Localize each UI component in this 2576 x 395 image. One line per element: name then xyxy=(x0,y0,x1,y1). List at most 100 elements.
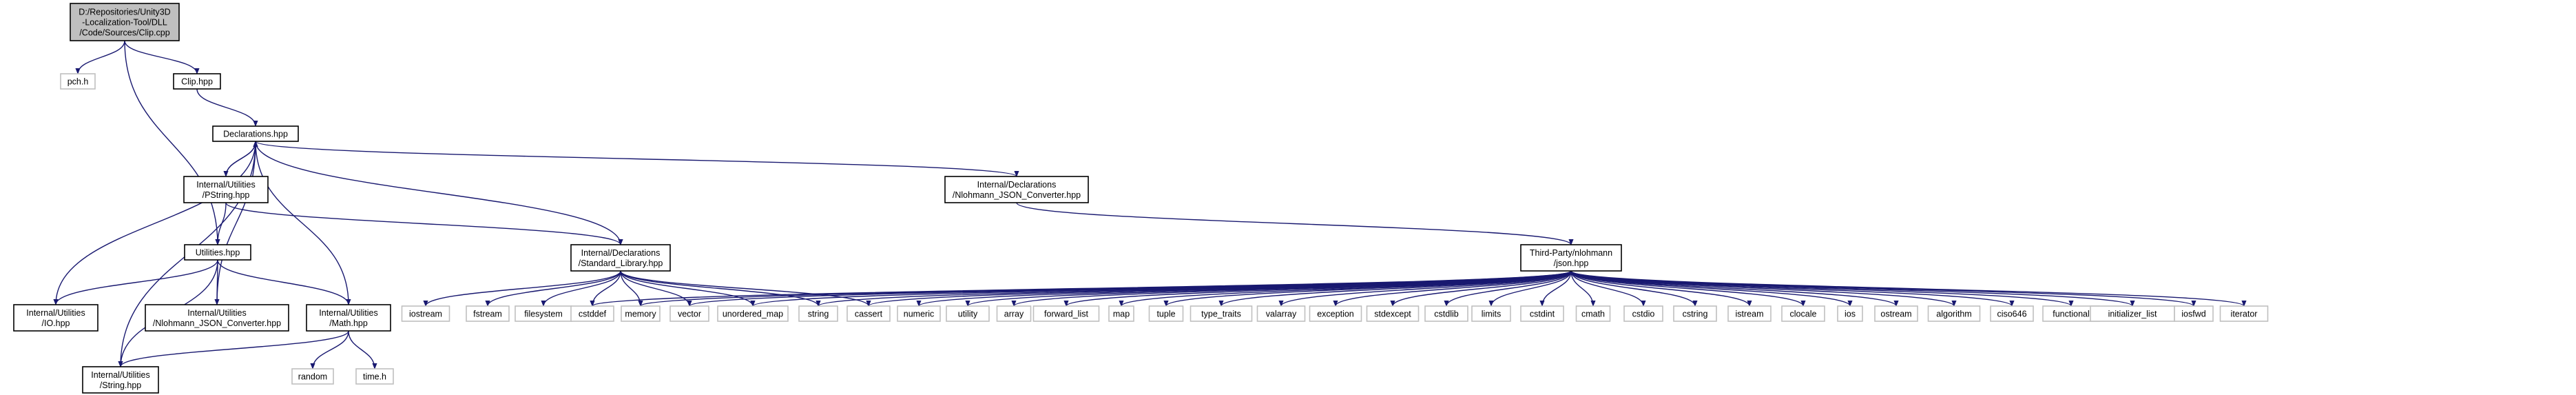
node-utilities-hpp[interactable]: Utilities.hpp xyxy=(184,244,251,261)
node-box xyxy=(621,305,661,322)
node-algorithm: algorithm xyxy=(1927,305,1981,322)
node-label: cstdint xyxy=(1530,310,1555,319)
edge-json-hpp-to-cassert xyxy=(866,270,1572,307)
edge-standard-library-hpp-to-fstream xyxy=(485,270,621,307)
node-nlohmann-converter-decl[interactable]: Internal/Declarations/Nlohmann_JSON_Conv… xyxy=(944,176,1089,203)
node-cmath: cmath xyxy=(1575,305,1611,322)
node-box xyxy=(1781,305,1825,322)
node-box xyxy=(306,304,391,332)
node-label: /IO.hpp xyxy=(42,318,70,328)
node-box xyxy=(466,305,510,322)
node-box xyxy=(70,3,180,41)
edge-standard-library-hpp-to-string xyxy=(620,270,821,307)
node-cstdio: cstdio xyxy=(1623,305,1663,322)
node-initializer-list: initializer_list xyxy=(2090,305,2175,322)
node-label: Internal/Declarations xyxy=(581,248,661,258)
edge-json-hpp-to-vector xyxy=(687,270,1572,307)
node-label: algorithm xyxy=(1936,310,1971,319)
node-clip-cpp[interactable]: D:/Repositories/Unity3D-Localization-Too… xyxy=(70,3,180,41)
edge-standard-library-hpp-to-iostream xyxy=(423,270,621,307)
node-array: array xyxy=(996,305,1032,322)
node-valarray: valarray xyxy=(1256,305,1306,322)
edge-json-hpp-to-ios xyxy=(1570,270,1853,307)
node-stdexcept: stdexcept xyxy=(1366,305,1420,322)
node-label: random xyxy=(298,372,327,382)
node-label: unordered_map xyxy=(723,310,783,319)
node-exception: exception xyxy=(1309,305,1362,322)
node-box xyxy=(1309,305,1362,322)
node-box xyxy=(1032,305,1100,322)
node-utility: utility xyxy=(946,305,990,322)
edge-json-hpp-to-valarray xyxy=(1278,270,1572,307)
edge-utilities-hpp-to-math-hpp xyxy=(217,259,351,305)
node-label: tuple xyxy=(1156,310,1175,319)
node-label: iosfwd xyxy=(2181,310,2205,319)
node-io-hpp[interactable]: Internal/Utilities/IO.hpp xyxy=(13,304,98,332)
node-clip-hpp[interactable]: Clip.hpp xyxy=(173,73,221,90)
node-random: random xyxy=(291,368,334,385)
node-label: exception xyxy=(1317,310,1354,319)
node-box xyxy=(2219,305,2269,322)
node-map: map xyxy=(1108,305,1134,322)
node-box xyxy=(1256,305,1306,322)
node-label: vector xyxy=(678,310,701,319)
node-cstring: cstring xyxy=(1673,305,1717,322)
node-box xyxy=(1424,305,1468,322)
node-label: Internal/Utilities xyxy=(187,308,246,318)
node-ostream: ostream xyxy=(1874,305,1918,322)
node-label: -Localization-Tool/DLL xyxy=(82,18,167,28)
node-label: istream xyxy=(1736,310,1764,319)
node-label: /Math.hpp xyxy=(329,318,368,328)
node-box xyxy=(1148,305,1184,322)
node-forward-list: forward_list xyxy=(1032,305,1100,322)
node-cstdlib: cstdlib xyxy=(1424,305,1468,322)
node-unordered-map: unordered_map xyxy=(717,305,789,322)
node-json-hpp[interactable]: Third-Party/nlohmann/json.hpp xyxy=(1520,244,1622,272)
node-ciso646: ciso646 xyxy=(1990,305,2034,322)
node-declarations-hpp[interactable]: Declarations.hpp xyxy=(212,125,299,142)
edge-json-hpp-to-initializer-list xyxy=(1570,270,2135,307)
edge-json-hpp-to-tuple xyxy=(1163,270,1572,307)
node-box xyxy=(1673,305,1717,322)
node-label: Internal/Utilities xyxy=(196,180,255,190)
node-cassert: cassert xyxy=(846,305,891,322)
node-box xyxy=(570,244,671,272)
node-box xyxy=(184,244,251,261)
edge-io-hpp-to-declarations-hpp xyxy=(55,141,258,305)
edge-json-hpp-to-limits xyxy=(1488,270,1572,307)
node-iterator: iterator xyxy=(2219,305,2269,322)
node-box xyxy=(669,305,709,322)
node-nlohmann-converter-util[interactable]: Internal/Utilities/Nlohmann_JSON_Convert… xyxy=(145,304,289,332)
node-box xyxy=(1520,305,1564,322)
node-label: forward_list xyxy=(1044,310,1088,319)
node-box xyxy=(717,305,789,322)
edge-utilities-hpp-to-io-hpp xyxy=(53,259,218,305)
node-limits: limits xyxy=(1471,305,1511,322)
node-label: Internal/Utilities xyxy=(26,308,85,318)
node-box xyxy=(2174,305,2214,322)
edge-clip-hpp-to-declarations-hpp xyxy=(196,88,258,127)
edge-json-hpp-to-cstdio xyxy=(1570,270,1646,307)
edge-clip-cpp-to-pch-h xyxy=(75,40,125,74)
node-label: pch.h xyxy=(67,77,89,87)
node-pstring-hpp[interactable]: Internal/Utilities/PString.hpp xyxy=(183,176,269,203)
edge-math-hpp-to-random xyxy=(310,330,349,369)
node-label: functional xyxy=(2053,310,2090,319)
node-label: /String.hpp xyxy=(100,381,142,390)
node-string-hpp[interactable]: Internal/Utilities/String.hpp xyxy=(82,366,159,394)
node-box xyxy=(1108,305,1134,322)
edge-declarations-hpp-to-nlohmann-converter-decl xyxy=(255,141,1019,177)
node-standard-library-hpp[interactable]: Internal/Declarations/Standard_Library.h… xyxy=(570,244,671,272)
node-box xyxy=(1575,305,1611,322)
edge-json-hpp-to-ciso646 xyxy=(1570,270,2015,307)
node-ios: ios xyxy=(1837,305,1863,322)
node-pch-h: pch.h xyxy=(60,73,96,90)
node-label: Internal/Utilities xyxy=(319,308,377,318)
node-box xyxy=(1927,305,1981,322)
node-label: initializer_list xyxy=(2108,310,2157,319)
node-label: Declarations.hpp xyxy=(223,130,288,139)
node-box xyxy=(1874,305,1918,322)
node-math-hpp[interactable]: Internal/Utilities/Math.hpp xyxy=(306,304,391,332)
node-box xyxy=(13,304,98,332)
node-label: cassert xyxy=(855,310,883,319)
